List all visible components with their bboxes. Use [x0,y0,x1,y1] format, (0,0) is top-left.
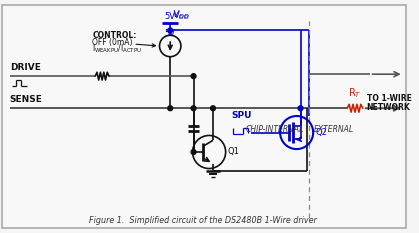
Text: R$_T$: R$_T$ [348,87,362,100]
Circle shape [211,106,215,111]
Text: $\mathregular{V_{DD}}$: $\mathregular{V_{DD}}$ [173,9,190,22]
Circle shape [168,28,173,33]
Text: I$_{\mathregular{WEAKPU}}$/I$_{\mathregular{ACTPU}}$: I$_{\mathregular{WEAKPU}}$/I$_{\mathregu… [93,42,142,55]
Text: EXTERNAL: EXTERNAL [314,125,354,134]
Text: 5V: 5V [165,12,176,21]
Text: NETWORK: NETWORK [367,103,411,112]
Text: CONTROL:: CONTROL: [93,31,137,40]
Text: CHIP-INTERNAL: CHIP-INTERNAL [246,125,305,134]
Circle shape [191,150,196,154]
Circle shape [191,74,196,79]
Text: 5V: 5V [165,29,176,38]
Circle shape [191,106,196,111]
Text: Figure 1.  Simplified circuit of the DS2480B 1-Wire driver: Figure 1. Simplified circuit of the DS24… [89,216,317,225]
Text: SPU: SPU [231,111,252,120]
Text: SENSE: SENSE [10,95,43,104]
Text: V$_{DD}$: V$_{DD}$ [172,8,190,21]
Circle shape [298,106,303,111]
Text: Q2: Q2 [315,128,327,137]
Text: OFF (0mA): OFF (0mA) [93,38,133,47]
Circle shape [168,106,173,111]
Text: TO 1-WIRE: TO 1-WIRE [367,94,411,103]
Text: Q1: Q1 [228,147,240,157]
Text: DRIVE: DRIVE [10,63,41,72]
